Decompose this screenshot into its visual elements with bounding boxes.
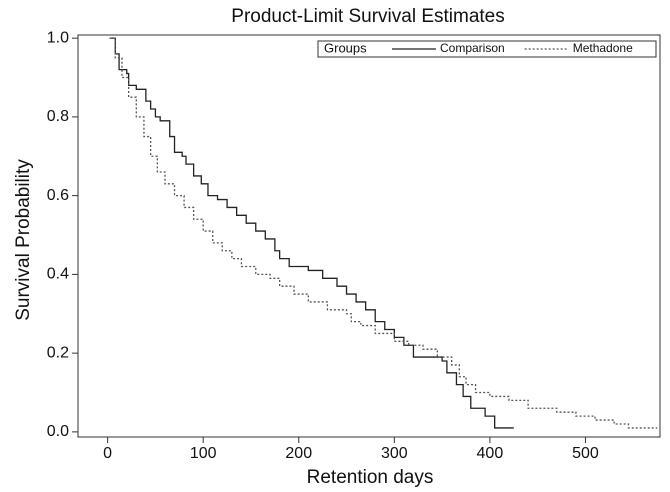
y-tick-label: 0.6 xyxy=(47,187,69,204)
y-tick-label: 0.8 xyxy=(47,108,69,125)
y-tick-label: 0.0 xyxy=(47,423,69,440)
y-tick-label: 0.2 xyxy=(47,344,69,361)
x-tick-label: 200 xyxy=(285,445,312,462)
x-tick-label: 400 xyxy=(477,445,504,462)
x-tick-label: 0 xyxy=(103,445,112,462)
legend-label: Comparison xyxy=(440,41,505,55)
y-tick-label: 0.4 xyxy=(47,266,69,283)
chart-title: Product-Limit Survival Estimates xyxy=(231,6,504,27)
legend-label: Methadone xyxy=(573,41,633,55)
survival-curve xyxy=(109,37,658,429)
x-tick-label: 100 xyxy=(190,445,217,462)
legend-title: Groups xyxy=(324,40,367,55)
survival-curve xyxy=(109,37,514,429)
x-axis-label: Retention days xyxy=(307,467,434,488)
y-axis-label: Survival Probability xyxy=(13,159,34,321)
x-tick-label: 500 xyxy=(572,445,599,462)
x-tick-label: 300 xyxy=(381,445,408,462)
legend-box xyxy=(317,40,657,58)
plot-frame xyxy=(77,34,661,438)
y-tick-label: 1.0 xyxy=(47,29,69,46)
